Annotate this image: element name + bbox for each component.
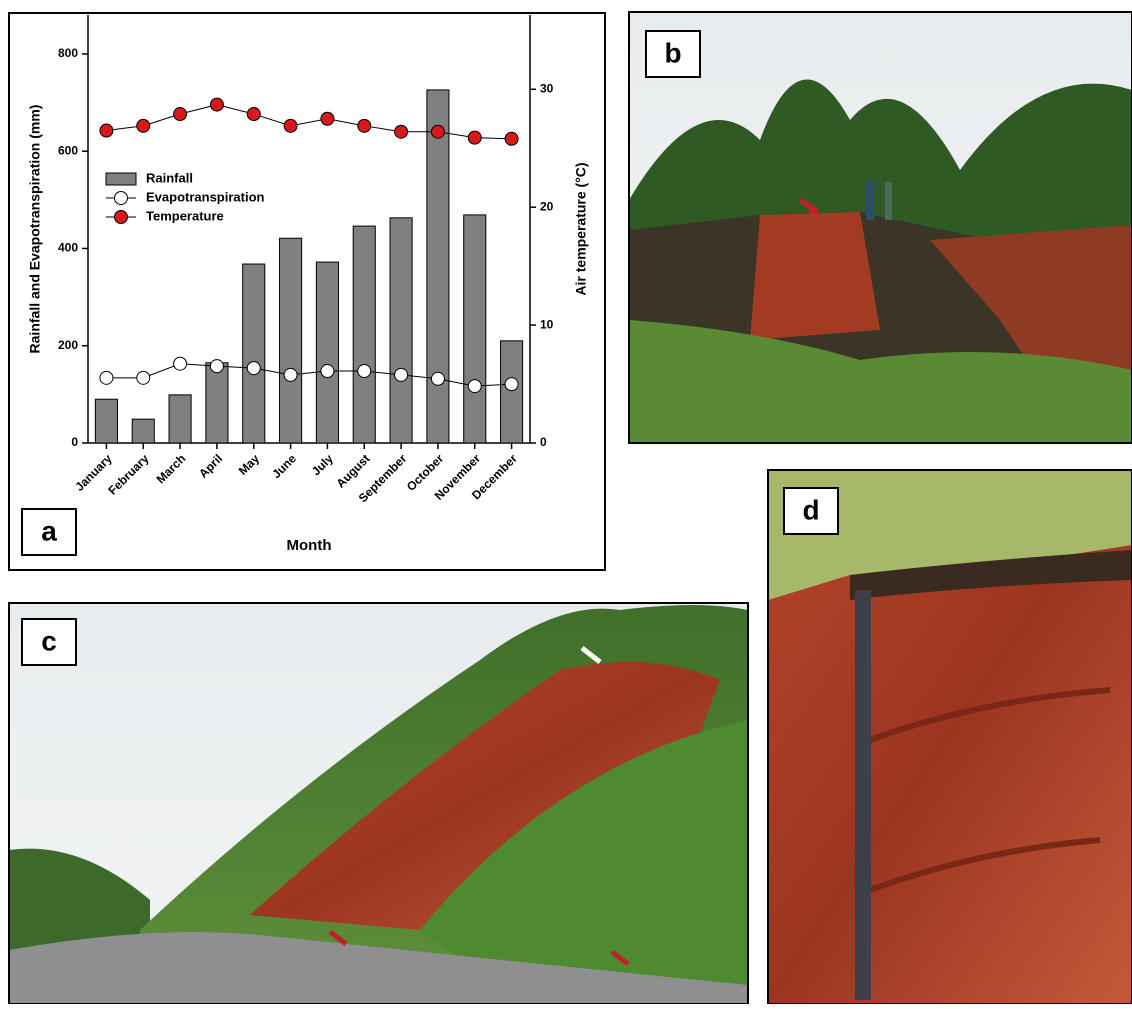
y2-axis-title: Air temperature (°C) <box>573 162 589 295</box>
bar <box>243 264 265 443</box>
marker <box>395 368 408 381</box>
marker <box>468 380 481 393</box>
panel-frame <box>9 13 605 570</box>
bar <box>464 215 486 443</box>
photo-c: c <box>9 603 748 1004</box>
bar <box>501 341 523 443</box>
bar <box>206 363 228 443</box>
y-tick-label: 800 <box>58 46 78 60</box>
marker <box>505 132 518 145</box>
marker <box>137 371 150 384</box>
marker <box>321 365 334 378</box>
marker <box>284 119 297 132</box>
marker <box>284 368 297 381</box>
legend-marker <box>115 192 128 205</box>
photo-b: b <box>629 12 1132 443</box>
figure: 02004006008000102030JanuaryFebruaryMarch… <box>0 0 1132 1004</box>
panel-label: d <box>802 494 819 525</box>
panel-label: b <box>664 37 681 68</box>
legend-marker <box>115 211 128 224</box>
legend-swatch <box>106 173 136 185</box>
bar <box>390 218 412 443</box>
y2-tick-label: 10 <box>540 317 554 331</box>
photo-d: d <box>768 470 1132 1004</box>
bar <box>132 419 154 443</box>
marker <box>137 119 150 132</box>
bar <box>169 395 191 443</box>
bar <box>316 262 338 443</box>
y-tick-label: 400 <box>58 241 78 255</box>
bar <box>427 90 449 443</box>
y2-tick-label: 20 <box>540 199 554 213</box>
legend-label: Temperature <box>146 208 224 223</box>
marker <box>358 119 371 132</box>
y-tick-label: 600 <box>58 143 78 157</box>
marker <box>247 362 260 375</box>
y-tick-label: 200 <box>58 338 78 352</box>
marker <box>358 365 371 378</box>
panel-label: c <box>41 625 57 656</box>
marker <box>431 125 444 138</box>
bar <box>280 238 302 443</box>
marker <box>321 112 334 125</box>
marker <box>247 108 260 121</box>
marker <box>395 125 408 138</box>
bar <box>353 226 375 443</box>
marker <box>174 108 187 121</box>
y-tick-label: 0 <box>71 435 78 449</box>
marker <box>468 131 481 144</box>
marker <box>431 372 444 385</box>
legend-label: Evapotranspiration <box>146 189 265 204</box>
y2-tick-label: 0 <box>540 435 547 449</box>
marker <box>210 98 223 111</box>
marker <box>100 124 113 137</box>
x-axis-title: Month <box>287 537 332 554</box>
y-axis-title: Rainfall and Evapotranspiration (mm) <box>27 105 43 354</box>
panel-label: a <box>41 515 57 546</box>
marker <box>100 371 113 384</box>
marker <box>210 360 223 373</box>
marker <box>505 378 518 391</box>
legend-label: Rainfall <box>146 170 193 185</box>
y2-tick-label: 30 <box>540 81 554 95</box>
marker <box>174 357 187 370</box>
bar <box>95 399 117 443</box>
